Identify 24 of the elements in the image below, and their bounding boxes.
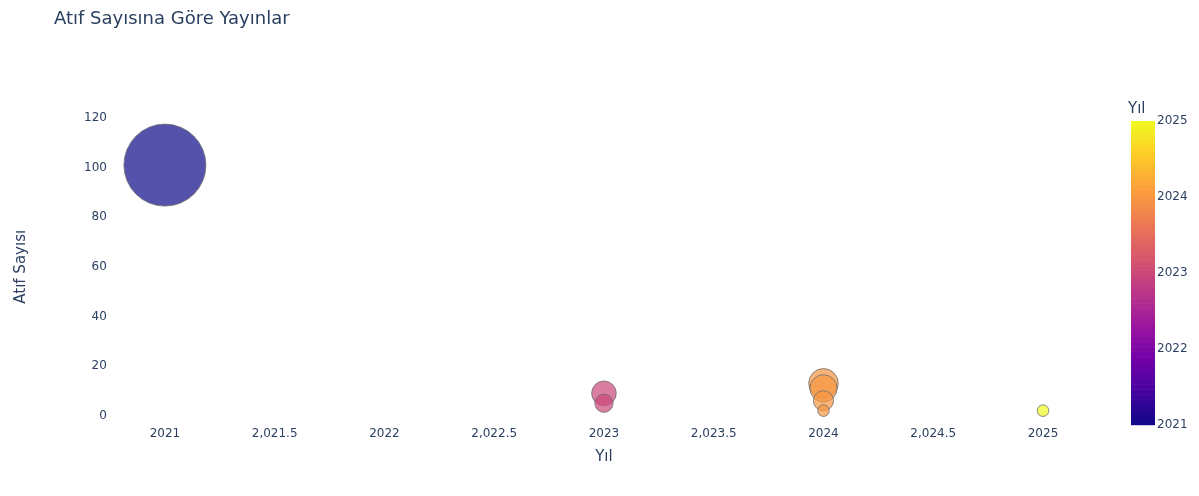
x-tick-label: 2,021.5	[251, 425, 298, 440]
x-tick-label: 2,023.5	[690, 425, 737, 440]
color-bar-label: 2022	[1157, 340, 1188, 355]
y-tick-label: 100	[84, 159, 107, 174]
y-tick-label: 40	[91, 308, 107, 323]
x-tick-label: 2023	[588, 425, 620, 440]
color-bar-label: 2024	[1157, 189, 1188, 204]
x-tick-label: 2024	[808, 425, 839, 440]
x-tick-label: 2,022.5	[471, 425, 518, 440]
y-axis-title: Atıf Sayısı	[10, 229, 29, 304]
x-axis-title: Yıl	[594, 446, 613, 465]
y-tick-label: 120	[84, 110, 107, 125]
x-tick-label: 2025	[1027, 425, 1059, 440]
y-tick-label: 60	[91, 258, 107, 273]
x-tick-label: 2022	[369, 425, 400, 440]
y-tick-label: 80	[91, 209, 107, 224]
y-tick-label: 0	[99, 407, 107, 422]
chart-title: Atıf Sayısına Göre Yayınlar	[54, 6, 291, 28]
color-bar-title: Yıl	[1127, 99, 1146, 118]
color-bar-label: 2023	[1157, 264, 1188, 279]
x-tick-label: 2021	[149, 425, 181, 440]
color-bar-label: 2025	[1157, 113, 1188, 128]
x-tick-label: 2,024.5	[910, 425, 957, 440]
y-tick-label: 20	[91, 358, 107, 373]
